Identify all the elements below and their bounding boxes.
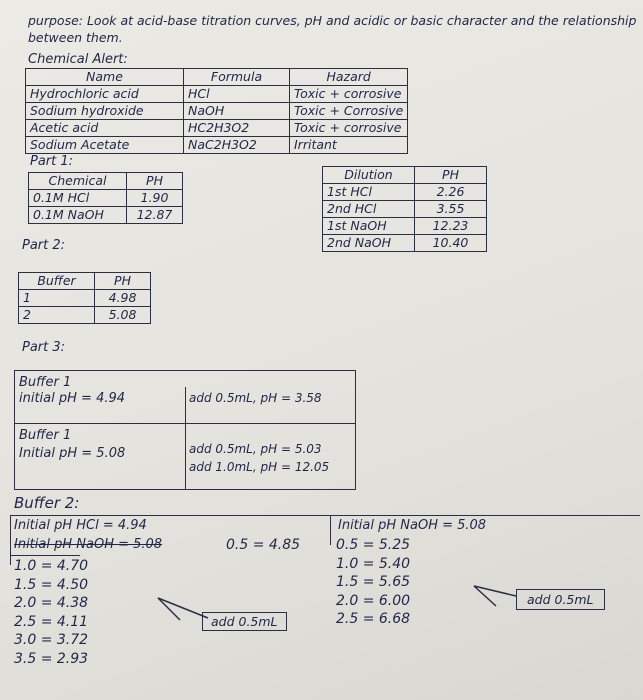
reading: 1.5 = 4.50 xyxy=(14,576,89,593)
part2-table: Buffer PH 1 4.98 2 5.08 xyxy=(18,272,151,324)
cell: 2.26 xyxy=(414,183,487,201)
reading: 2.5 = 6.68 xyxy=(336,611,411,627)
dilution-table: Dilution PH 1st HCl 2.26 2nd HCl 3.55 1st NaOH… xyxy=(322,166,487,252)
part1-table: Chemical PH 0.1M HCl 1.90 0.1M NaOH 12.87 xyxy=(28,172,183,224)
row: Sodium Acetate NaC2H3O2 Irritant xyxy=(25,136,409,154)
header-row: Dilution PH xyxy=(322,166,487,184)
cell: Irritant xyxy=(288,136,409,154)
header-cell: Dilution xyxy=(322,166,415,184)
section-title: Buffer 2: xyxy=(14,494,80,512)
initial-ph: initial pH = 4.94 xyxy=(19,391,126,406)
cell: 2 xyxy=(18,306,95,324)
reading: 1.0 = 5.40 xyxy=(336,555,411,572)
header-cell: Chemical xyxy=(28,172,127,190)
reading: 0.5 = 5.25 xyxy=(336,537,411,553)
header-row: Name Formula Hazard xyxy=(25,68,409,86)
row: Acetic acid HC2H3O2 Toxic + corrosive xyxy=(25,119,409,137)
initial-ph: Initial pH NaOH = 5.08 xyxy=(338,518,487,533)
cell: 0.1M NaOH xyxy=(28,206,127,224)
header-row: Chemical PH xyxy=(28,172,183,190)
row: 1 4.98 xyxy=(18,289,151,307)
part3-row: Buffer 1 initial pH = 4.94 add 0.5mL, pH =… xyxy=(15,371,355,423)
section-title: Part 2: xyxy=(22,238,66,253)
rule-line xyxy=(10,515,11,565)
rule-line xyxy=(10,555,80,556)
cell: 1st NaOH xyxy=(322,217,415,235)
reading: 1.0 = 4.70 xyxy=(14,558,89,574)
cell: 12.23 xyxy=(414,217,487,235)
cell: 1st HCl xyxy=(322,183,415,201)
cell: 2nd NaOH xyxy=(322,234,415,252)
cell: 1.90 xyxy=(126,189,183,207)
cell: Toxic + corrosive xyxy=(288,119,409,137)
cell: 12.87 xyxy=(126,206,183,224)
row: 2nd HCl 3.55 xyxy=(322,200,487,218)
buffer-label: Buffer 1 xyxy=(19,428,72,443)
buffer-label: Buffer 1 xyxy=(19,375,72,390)
cell: 0.1M HCl xyxy=(28,189,127,207)
section-title: Part 1: xyxy=(30,154,74,169)
cell: Toxic + corrosive xyxy=(288,85,409,103)
cell: 3.55 xyxy=(414,200,487,218)
header-cell: PH xyxy=(414,166,487,184)
purpose: purpose: Look at acid-base titration cur… xyxy=(28,13,637,45)
header-cell: Name xyxy=(25,68,184,86)
chemical-alert-table: Name Formula Hazard Hydrochloric acid HCl Tox… xyxy=(25,68,409,154)
rule-line xyxy=(10,515,640,516)
header-cell: Buffer xyxy=(18,272,95,290)
row: 1st NaOH 12.23 xyxy=(322,217,487,235)
arrow xyxy=(157,597,209,621)
reading: 2.5 = 4.11 xyxy=(14,613,89,630)
initial-ph: Initial pH HCl = 4.94 xyxy=(14,518,147,533)
row: Hydrochloric acid HCl Toxic + corrosive xyxy=(25,85,409,103)
struck-text: Initial pH NaOH = 5.08 xyxy=(14,537,163,552)
rule-line xyxy=(330,515,331,545)
reading: 2.0 = 6.00 xyxy=(336,592,411,609)
reading: 3.0 = 3.72 xyxy=(14,632,89,648)
section-title: Chemical Alert: xyxy=(28,52,128,67)
reading: 2.0 = 4.38 xyxy=(14,595,89,611)
arrow xyxy=(473,585,517,607)
cell: NaC2H3O2 xyxy=(183,136,290,154)
header-cell: PH xyxy=(126,172,183,190)
cell: Toxic + Corrosive xyxy=(288,102,409,120)
row: Sodium hydroxide NaOH Toxic + Corrosive xyxy=(25,102,409,120)
reading: 3.5 = 2.93 xyxy=(14,650,89,667)
cell: HC2H3O2 xyxy=(183,119,290,137)
part3-row: Buffer 1 Initial pH = 5.08 add 0.5mL, pH =… xyxy=(15,423,355,490)
note: add 0.5mL xyxy=(202,612,287,631)
row: 2 5.08 xyxy=(18,306,151,324)
cell: 4.98 xyxy=(94,289,151,307)
cell: Sodium Acetate xyxy=(25,136,184,154)
addition: add 0.5mL, pH = 3.58 xyxy=(189,391,322,405)
cell: 5.08 xyxy=(94,306,151,324)
cell: 1 xyxy=(18,289,95,307)
row: 1st HCl 2.26 xyxy=(322,183,487,201)
row: 0.1M HCl 1.90 xyxy=(28,189,183,207)
addition: add 1.0mL, pH = 12.05 xyxy=(189,460,330,474)
cell: HCl xyxy=(183,85,290,103)
note: add 0.5mL xyxy=(516,589,605,610)
cell: 2nd HCl xyxy=(322,200,415,218)
section-title: Part 3: xyxy=(22,340,66,355)
header-cell: PH xyxy=(94,272,151,290)
header-row: Buffer PH xyxy=(18,272,151,290)
divider xyxy=(185,424,186,490)
divider xyxy=(185,387,186,423)
reading: 1.5 = 5.65 xyxy=(336,574,411,590)
row: 2nd NaOH 10.40 xyxy=(322,234,487,252)
header-cell: Hazard xyxy=(288,68,409,86)
header-cell: Formula xyxy=(183,68,290,86)
addition: add 0.5mL, pH = 5.03 xyxy=(189,442,322,456)
cell: NaOH xyxy=(183,102,290,120)
initial-ph: Initial pH = 5.08 xyxy=(19,446,126,461)
reading: 0.5 = 4.85 xyxy=(226,537,301,553)
row: 0.1M NaOH 12.87 xyxy=(28,206,183,224)
cell: Sodium hydroxide xyxy=(25,102,184,120)
part3-table: Buffer 1 initial pH = 4.94 add 0.5mL, pH =… xyxy=(14,370,356,490)
cell: Acetic acid xyxy=(25,119,184,137)
cell: Hydrochloric acid xyxy=(25,85,184,103)
cell: 10.40 xyxy=(414,234,487,252)
